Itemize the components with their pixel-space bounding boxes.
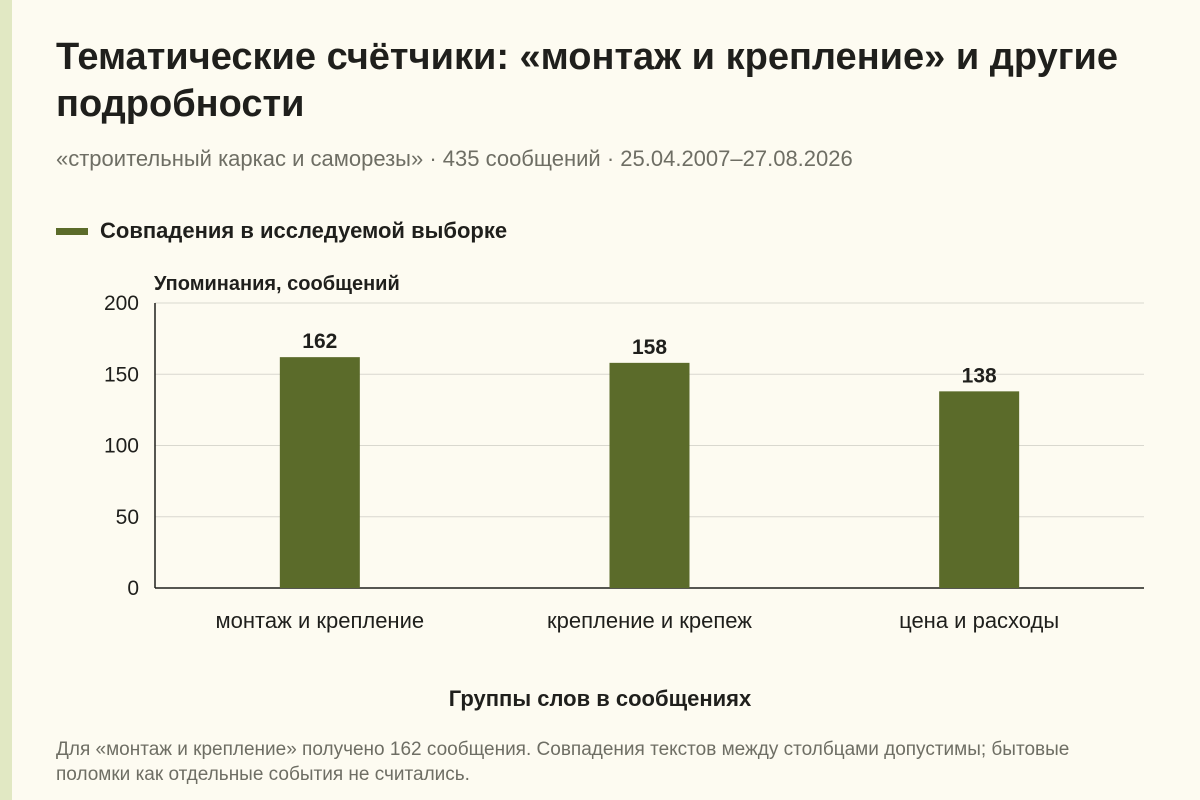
x-tick-label: монтаж и крепление: [216, 608, 425, 633]
footnote: Для «монтаж и крепление» получено 162 со…: [56, 739, 1070, 785]
bar: [939, 391, 1020, 588]
y-tick-label: 150: [104, 363, 139, 386]
x-tick-label: крепление и крепеж: [547, 608, 752, 633]
chart-subtitle: «строительный каркас и саморезы» · 435 с…: [56, 146, 853, 171]
data-label: 162: [302, 330, 337, 353]
legend-label: Совпадения в исследуемой выборке: [100, 218, 508, 243]
accent-stripe: [0, 0, 12, 800]
legend: Совпадения в исследуемой выборке: [56, 218, 507, 244]
data-label: 158: [632, 336, 667, 359]
legend-swatch: [56, 227, 88, 235]
bar: [609, 362, 690, 588]
y-tick-label: 200: [104, 292, 139, 315]
x-axis-title: Группы слов в сообщениях: [448, 686, 752, 711]
data-label: 138: [962, 364, 997, 387]
y-tick-label: 0: [127, 577, 139, 600]
y-axis-title: Упоминания, сообщений: [154, 273, 400, 295]
bar: [279, 357, 360, 588]
x-tick-label: цена и расходы: [899, 608, 1059, 633]
chart-title: Тематические счётчики: «монтаж и креплен…: [56, 36, 1119, 125]
y-tick-label: 50: [116, 506, 139, 529]
bar-chart: 0 50 100 150 200 162 монтаж и крепление 158 креп…: [104, 292, 1144, 633]
y-tick-label: 100: [104, 435, 139, 458]
